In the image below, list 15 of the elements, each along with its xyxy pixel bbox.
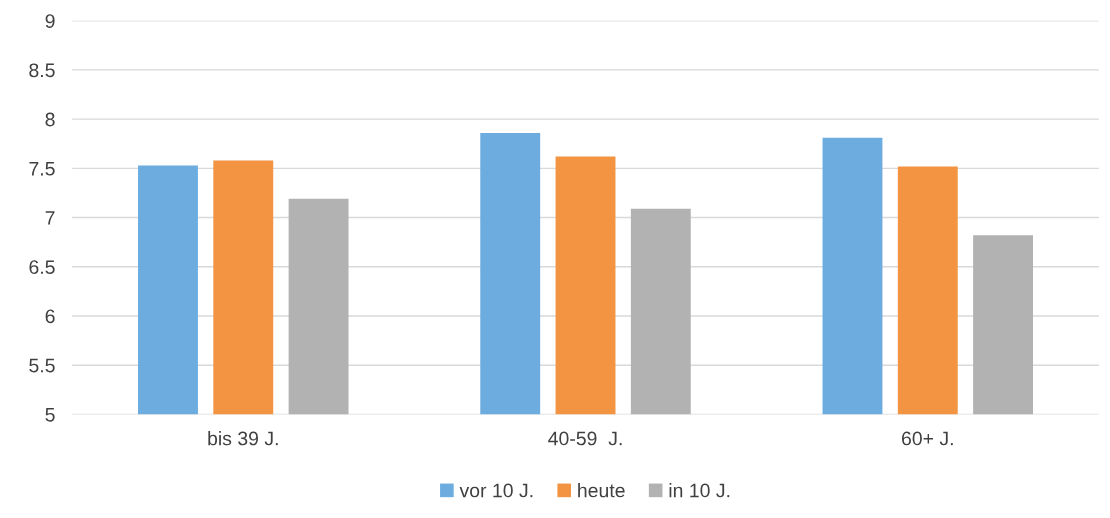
x-tick-label: bis 39 J. — [208, 431, 278, 446]
y-tick-label: 9 — [45, 14, 55, 28]
legend-label: heute — [578, 483, 625, 498]
legend-label: vor 10 J. — [459, 483, 533, 498]
y-tick-label: 6.5 — [29, 260, 55, 275]
x-tick-label: 60+ J. — [902, 431, 953, 446]
y-tick-label: 5.5 — [29, 358, 55, 373]
y-tick-label: 8 — [45, 112, 55, 127]
legend-label: in 10 J. — [669, 483, 730, 498]
y-tick-label: 6 — [45, 309, 55, 324]
y-tick-label: 7 — [45, 211, 55, 225]
y-tick-label: 8.5 — [29, 63, 55, 78]
x-tick-label: 40-59 J. — [548, 431, 622, 446]
y-tick-label: 7.5 — [29, 162, 55, 176]
y-tick-label: 5 — [45, 408, 55, 422]
